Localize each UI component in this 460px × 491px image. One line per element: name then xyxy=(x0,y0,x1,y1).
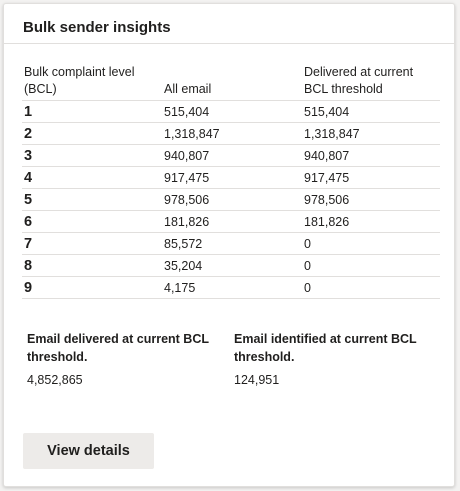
card-title: Bulk sender insights xyxy=(23,19,171,36)
table-row: 2 1,318,847 1,318,847 xyxy=(22,122,440,145)
all-email-cell: 1,318,847 xyxy=(162,122,302,145)
delivered-cell: 1,318,847 xyxy=(302,122,440,145)
delivered-cell: 0 xyxy=(302,254,440,277)
table-row: 8 35,204 0 xyxy=(22,254,440,277)
view-details-button[interactable]: View details xyxy=(23,433,154,469)
delivered-cell: 940,807 xyxy=(302,144,440,167)
bcl-level-cell: 7 xyxy=(22,232,162,255)
table-row: 7 85,572 0 xyxy=(22,232,440,255)
bcl-level-cell: 8 xyxy=(22,254,162,277)
delivered-cell: 181,826 xyxy=(302,210,440,233)
summary-identified-label: Email identified at current BCL threshol… xyxy=(234,332,417,364)
summary-identified-value: 124,951 xyxy=(234,373,280,387)
title-divider xyxy=(4,43,454,44)
bcl-level-cell: 2 xyxy=(22,122,162,145)
all-email-cell: 978,506 xyxy=(162,188,302,211)
delivered-cell: 978,506 xyxy=(302,188,440,211)
all-email-cell: 181,826 xyxy=(162,210,302,233)
bcl-level-cell: 3 xyxy=(22,144,162,167)
table-header-row: Bulk complaint level (BCL) All email Del… xyxy=(22,64,440,101)
all-email-cell: 940,807 xyxy=(162,144,302,167)
bcl-level-cell: 5 xyxy=(22,188,162,211)
all-email-cell: 85,572 xyxy=(162,232,302,255)
table-row: 6 181,826 181,826 xyxy=(22,210,440,233)
bcl-level-cell: 4 xyxy=(22,166,162,189)
delivered-cell: 0 xyxy=(302,276,440,299)
summary-delivered-value: 4,852,865 xyxy=(27,373,83,387)
column-header-delivered: Delivered at current BCL threshold xyxy=(302,64,440,101)
bcl-level-cell: 6 xyxy=(22,210,162,233)
table-row: 5 978,506 978,506 xyxy=(22,188,440,211)
summary-delivered-label: Email delivered at current BCL threshold… xyxy=(27,332,209,364)
delivered-cell: 515,404 xyxy=(302,100,440,123)
bcl-table: Bulk complaint level (BCL) All email Del… xyxy=(22,64,440,299)
table-row: 1 515,404 515,404 xyxy=(22,100,440,123)
table-row: 4 917,475 917,475 xyxy=(22,166,440,189)
all-email-cell: 917,475 xyxy=(162,166,302,189)
bcl-level-cell: 9 xyxy=(22,276,162,299)
all-email-cell: 35,204 xyxy=(162,254,302,277)
table-row: 9 4,175 0 xyxy=(22,276,440,299)
table-row: 3 940,807 940,807 xyxy=(22,144,440,167)
column-header-all-email: All email xyxy=(162,64,302,101)
delivered-cell: 917,475 xyxy=(302,166,440,189)
all-email-cell: 4,175 xyxy=(162,276,302,299)
summary-identified: Email identified at current BCL threshol… xyxy=(234,330,434,389)
all-email-cell: 515,404 xyxy=(162,100,302,123)
bulk-sender-insights-card: Bulk sender insights Bulk complaint leve… xyxy=(3,3,455,487)
summary-delivered: Email delivered at current BCL threshold… xyxy=(27,330,227,389)
column-header-bcl: Bulk complaint level (BCL) xyxy=(22,64,162,101)
delivered-cell: 0 xyxy=(302,232,440,255)
bcl-level-cell: 1 xyxy=(22,100,162,123)
